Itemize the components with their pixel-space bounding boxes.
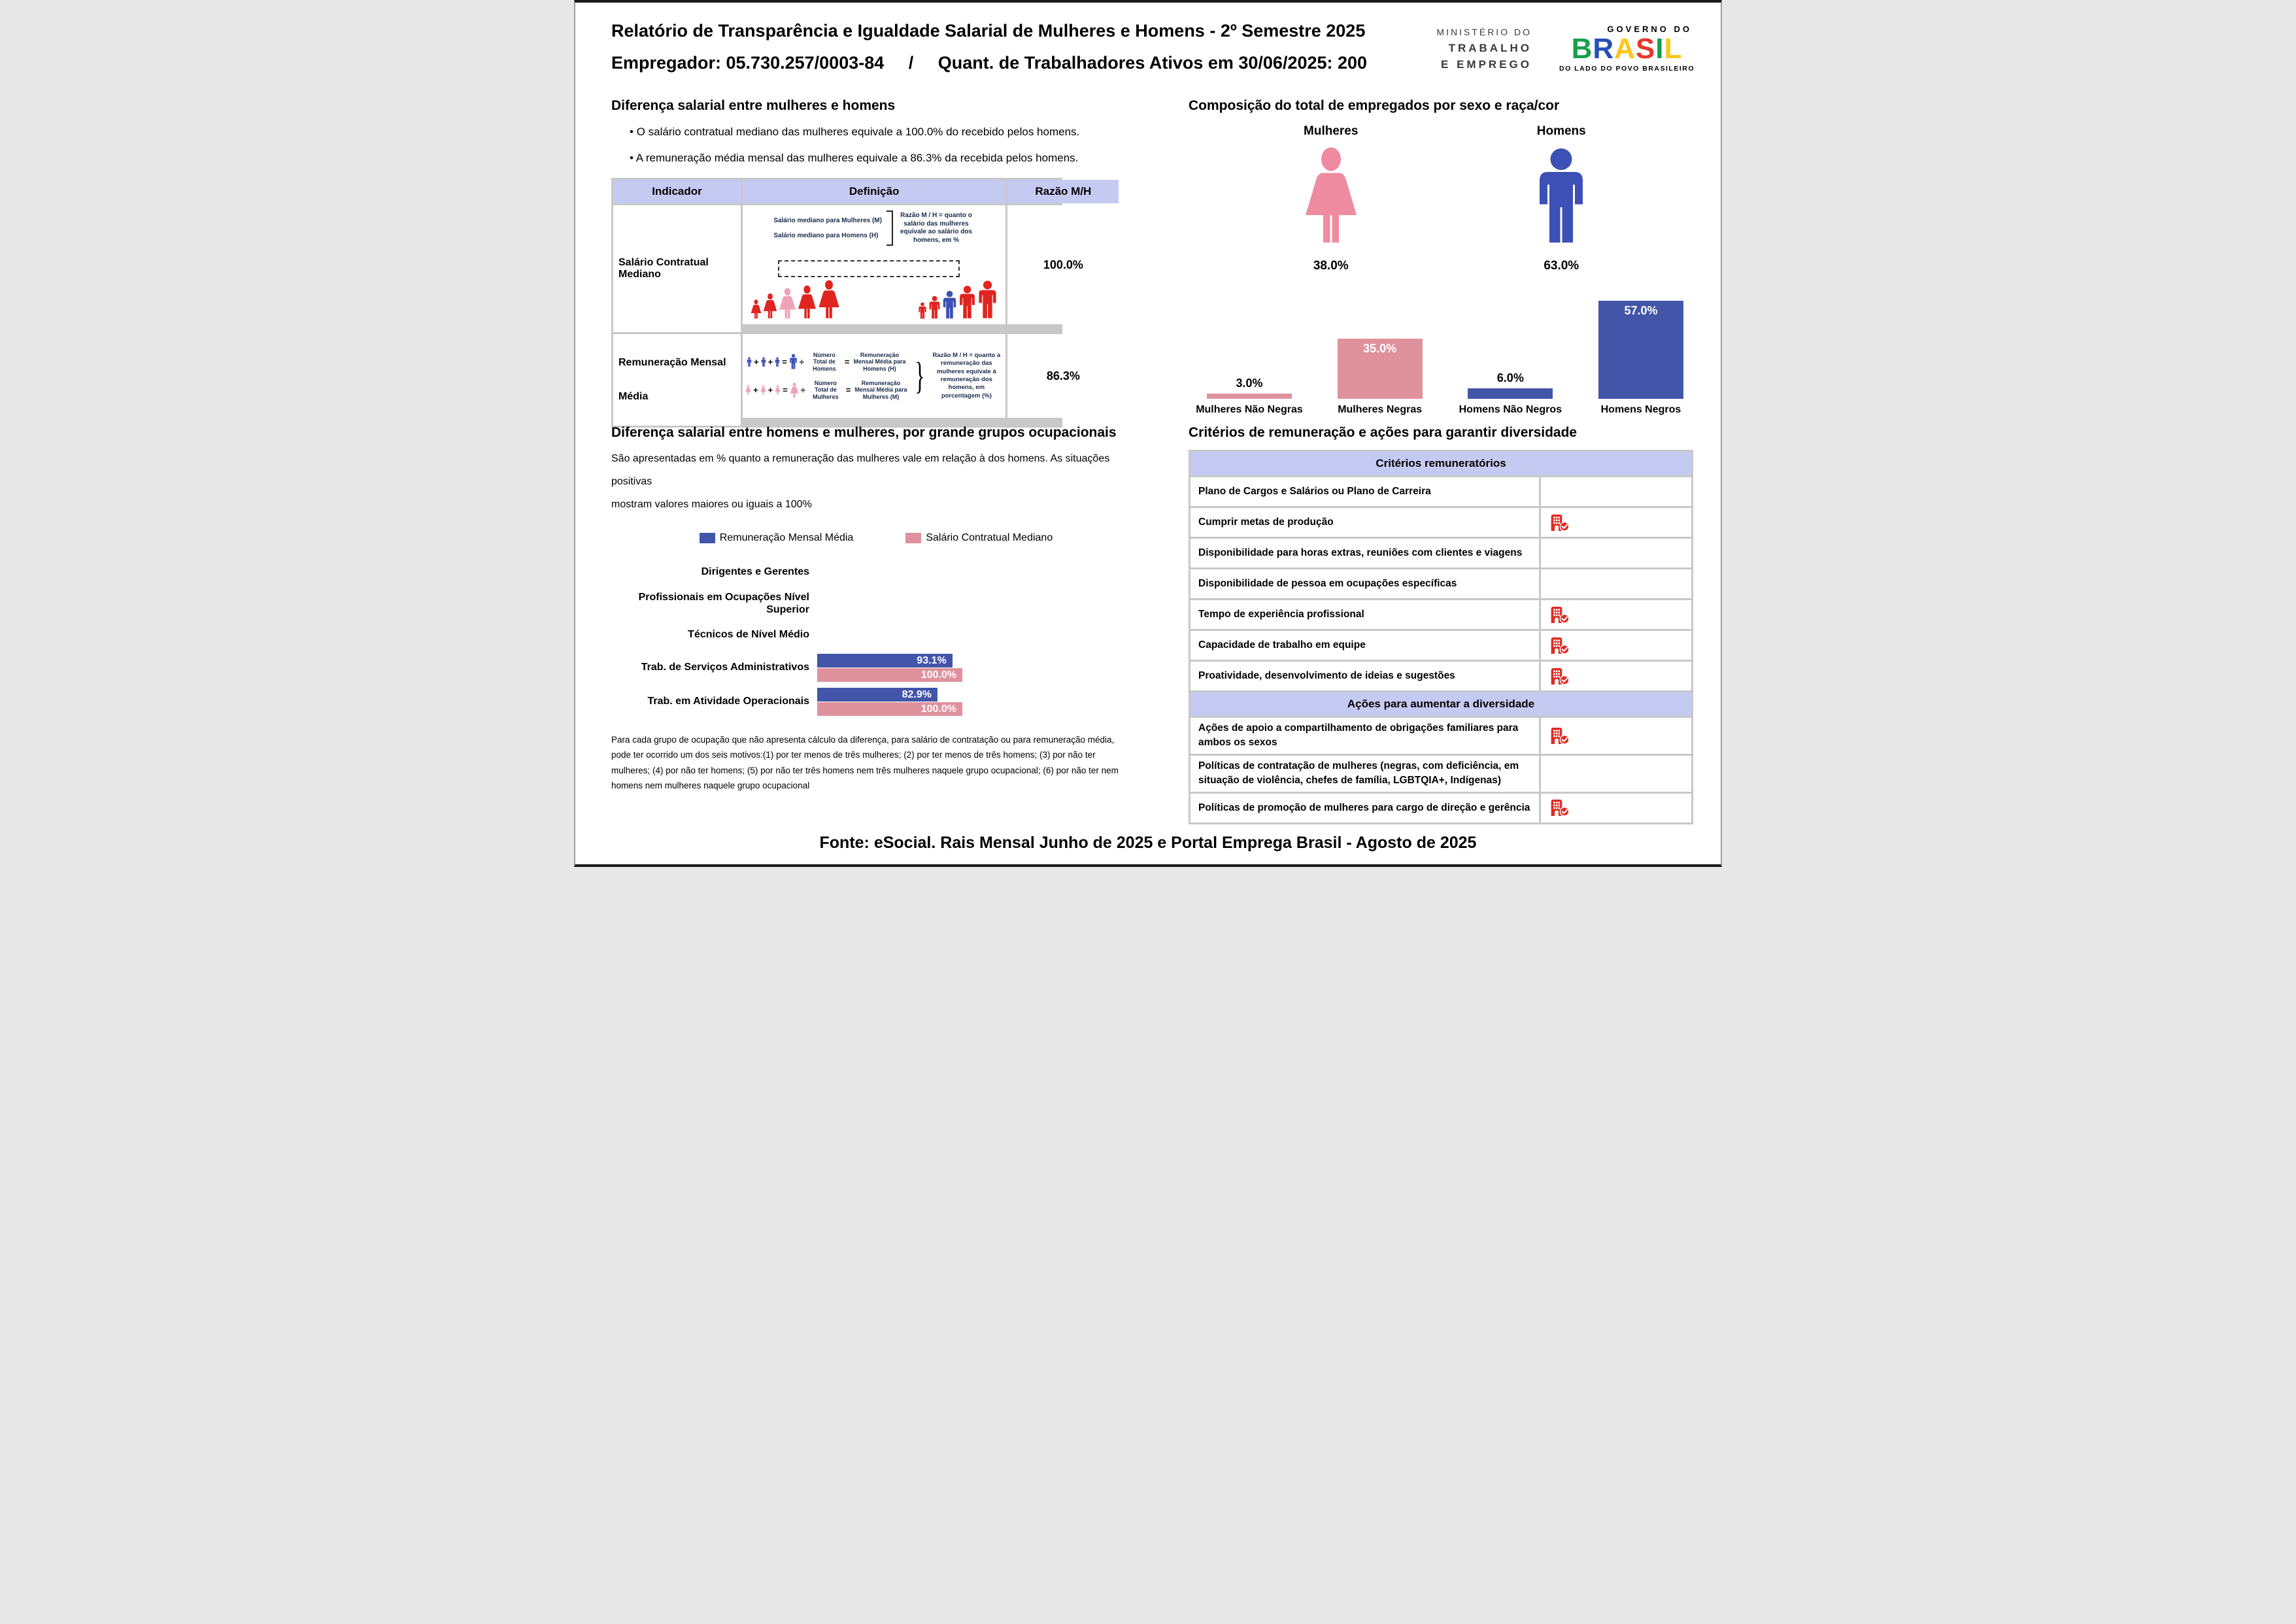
criteria-header-remuneratorios: Critérios remuneratórios [1190,452,1691,475]
occupational-title: Diferença salarial entre homens e mulher… [611,425,1117,440]
row-profissionais: Profissionais em Ocupações Nível Superio… [638,592,809,615]
building-check-icon [1550,637,1570,654]
report-header: Relatório de Transparência e Igualdade S… [575,3,1721,80]
bar-homens-negros: 57.0% [1583,301,1699,399]
row-salario-mediano-definition: Salário mediano para Mulheres (M) Salári… [743,205,1006,324]
source-footer: Fonte: eSocial. Rais Mensal Junho de 202… [819,833,1477,852]
row-dirigentes: Dirigentes e Gerentes [701,566,809,578]
salary-gap-title: Diferença salarial entre mulheres e home… [611,98,896,113]
legend-swatch-pink [905,532,922,543]
criteria-row-label: Tempo de experiência profissional [1190,600,1539,629]
median-people-diagram [747,251,1002,319]
building-check-icon [1550,727,1570,745]
section-composition: Composição do total de empregados por se… [1189,98,1702,425]
bar-homens-nao-negros: 6.0% [1452,371,1568,399]
men-column: Homens 63.0% [1536,124,1587,273]
bracket-shape [886,211,893,246]
brasil-wordmark: BRASIL [1571,33,1683,65]
occupational-footnote: Para cada grupo de ocupação que não apre… [611,734,1119,791]
section-criteria: Critérios de remuneração e ações para ga… [1189,425,1702,824]
median-dashed-box [778,260,960,277]
row-tecnicos: Técnicos de Nível Médio [688,629,809,641]
report-title: Relatório de Transparência e Igualdade S… [611,21,1366,41]
employer-line: Empregador: 05.730.257/0003-84 / Quant. … [611,53,1368,73]
ministry-logo: MINISTÉRIO DO TRABALHO E EMPREGO [1436,26,1532,71]
criteria-row-label: Políticas de contratação de mulheres (ne… [1190,755,1539,792]
criteria-header-acoes: Ações para aumentar a diversidade [1190,692,1691,716]
legend-salario: Salário Contratual Mediano [905,532,1053,544]
criteria-row-flag [1541,793,1691,822]
criteria-row-flag [1541,600,1691,629]
gender-icons-row: Mulheres 38.0% Homens 63.0% [1189,124,1702,273]
criteria-table: Critérios remuneratórios Plano de Cargos… [1189,450,1693,824]
criteria-row-label: Disponibilidade para horas extras, reuni… [1190,539,1539,567]
criteria-row-label: Plano de Cargos e Salários ou Plano de C… [1190,477,1539,506]
occupational-subtitle: São apresentadas em % quanto a remuneraç… [611,453,1110,511]
row-remuneracao-media-definition: + + = ÷ Número Total de Homens = Remuner… [743,334,1006,418]
race-gender-categories: Mulheres Não Negras Mulheres Negras Home… [1196,404,1681,415]
composition-title: Composição do total de empregados por se… [1189,98,1560,113]
brace-shape: } [914,354,925,397]
chart-legend: Remuneração Mensal Média Salário Contrat… [611,532,1141,544]
criteria-row-label: Políticas de promoção de mulheres para c… [1190,793,1539,822]
building-check-icon [1550,514,1570,532]
criteria-row-flag [1541,508,1691,537]
col-definicao: Definição [743,180,1006,203]
bullet-median-salary: • O salário contratual mediano das mulhe… [630,126,1080,138]
criteria-row-label: Capacidade de trabalho em equipe [1190,631,1539,660]
man-icon [1536,146,1587,245]
bar-mulheres-negras: 35.0% [1322,338,1438,399]
building-check-icon [1550,606,1570,624]
legend-remuneracao: Remuneração Mensal Média [699,532,853,544]
bullet-mean-remuneration: • A remuneração média mensal das mulhere… [630,152,1079,164]
col-indicador: Indicador [613,180,741,203]
row-remuneracao-media-label: Remuneração Mensal Média [613,334,741,426]
men-group-figures [918,280,998,319]
header-titles: Relatório de Transparência e Igualdade S… [611,22,1367,72]
criteria-row-flag [1541,662,1691,690]
criteria-row-flag [1541,755,1691,792]
criteria-row-flag [1541,477,1691,506]
criteria-row-label: Ações de apoio a compartilhamento de obr… [1190,718,1539,754]
building-check-icon [1550,799,1570,817]
indicators-table: Indicador Definição Razão M/H Salário Co… [611,178,1119,428]
criteria-row-flag [1541,539,1691,567]
men-average-formula: + + = ÷ Número Total de Homens = Remuner… [745,352,909,372]
row-servicos-administrativos: Trab. de Serviços Administrativos 93.1% … [611,651,1141,685]
women-group-figures [751,280,840,319]
razao-remuneracao-media: 86.3% [1007,334,1119,418]
legend-swatch-blue [699,532,715,543]
governo-do-brasil-logo: GOVERNO DO BRASIL DO LADO DO POVO BRASIL… [1559,24,1695,73]
women-percentage: 38.0% [1313,259,1349,273]
woman-icon [1304,146,1359,245]
occupational-bar-chart: Dirigentes e Gerentes Profissionais em O… [611,557,1141,719]
criteria-row-label: Disponibilidade de pessoa em ocupações e… [1190,569,1539,598]
criteria-row-flag [1541,569,1691,598]
building-check-icon [1550,668,1570,685]
criteria-row-flag [1541,631,1691,660]
women-average-formula: + + = ÷ Número Total de Mulheres = Remun… [745,380,909,400]
row-atividade-operacionais: Trab. em Atividade Operacionais 82.9% 10… [611,685,1141,719]
criteria-row-label: Cumprir metas de produção [1190,508,1539,537]
criteria-row-flag [1541,718,1691,754]
razao-salario-mediano: 100.0% [1007,205,1119,324]
men-percentage: 63.0% [1544,259,1579,273]
criteria-row-label: Proatividade, desenvolvimento de ideias … [1190,662,1539,690]
col-razao: Razão M/H [1007,180,1119,203]
report-page: Relatório de Transparência e Igualdade S… [574,0,1722,867]
header-logos: MINISTÉRIO DO TRABALHO E EMPREGO GOVERNO… [1436,22,1695,72]
row-salario-mediano-label: Salário Contratual Mediano [613,205,741,332]
section-salary-gap: Diferença salarial entre mulheres e home… [611,98,1141,428]
bar-mulheres-nao-negras: 3.0% [1191,377,1308,399]
women-column: Mulheres 38.0% [1304,124,1359,273]
race-gender-bar-chart: 3.0% 35.0% 6.0% 57.0% [1189,296,1702,399]
salary-gap-bullets: • O salário contratual mediano das mulhe… [630,126,1141,165]
section-occupational: Diferença salarial entre homens e mulher… [611,425,1141,824]
criteria-title: Critérios de remuneração e ações para ga… [1189,425,1578,440]
